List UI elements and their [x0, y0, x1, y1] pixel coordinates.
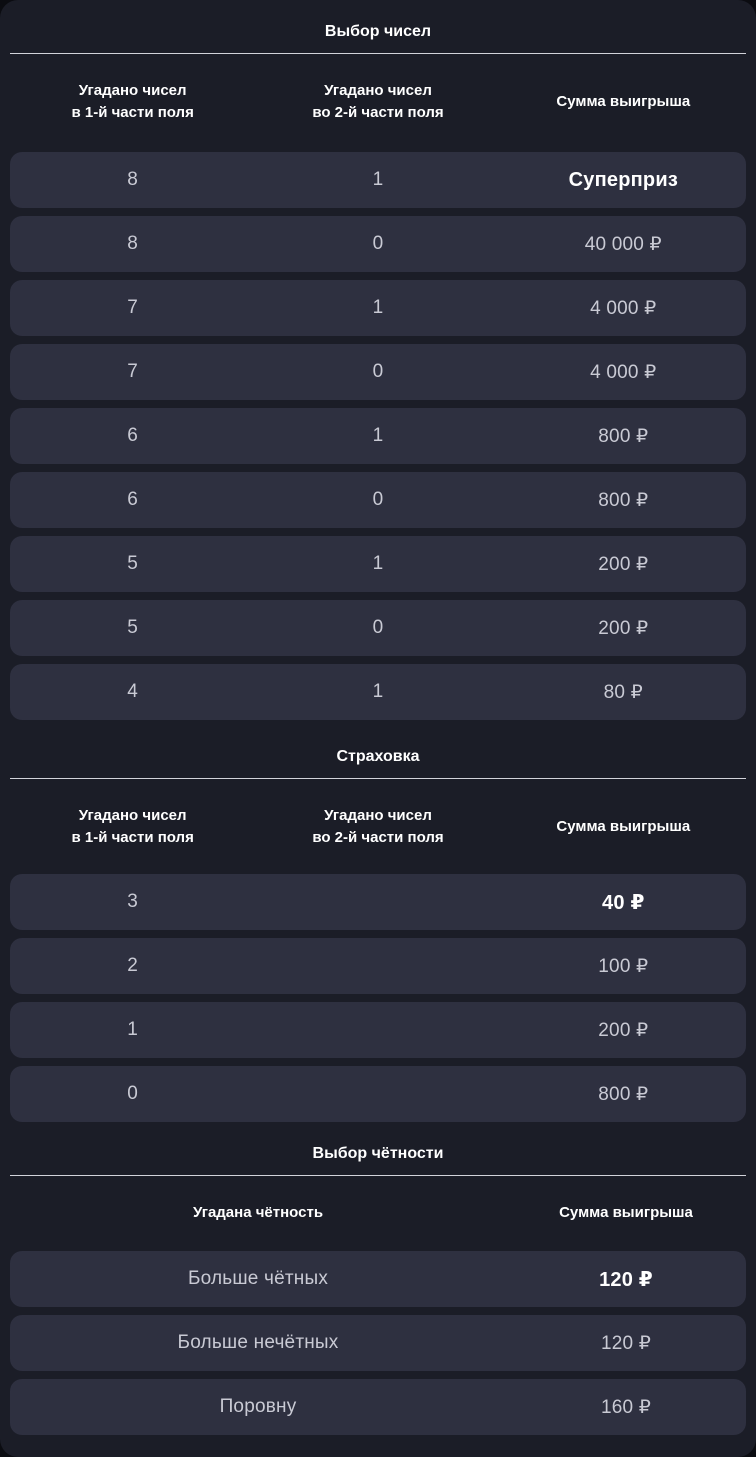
table-row: 1 200 ₽ — [10, 1002, 746, 1058]
prize-amount: 4 000 ₽ — [590, 297, 657, 319]
matched-second-field-value: 1 — [372, 297, 384, 318]
matched-first-field-value: 4 — [127, 681, 139, 702]
matched-first-field-value: 6 — [127, 489, 139, 510]
table-row: 6 0 800 ₽ — [10, 472, 746, 528]
parity-label: Больше чётных — [187, 1268, 329, 1289]
section-title: Выбор чисел — [324, 23, 432, 40]
matched-second-field-value: 1 — [372, 425, 384, 446]
matched-second-field-value: 0 — [372, 489, 384, 510]
column-header-second-field: Угадано чисел во 2-й части поля — [312, 807, 444, 846]
matched-first-field-value: 1 — [127, 1019, 139, 1040]
section-parity-choice: Выбор чётности Угадана чётность Сумма вы… — [0, 1145, 756, 1435]
prize-amount: 40 ₽ — [602, 891, 645, 914]
table-row: 7 1 4 000 ₽ — [10, 280, 746, 336]
prize-amount: 80 ₽ — [603, 681, 643, 703]
matched-second-field-value: 0 — [372, 617, 384, 638]
column-header-prize: Сумма выигрыша — [559, 1204, 693, 1221]
prize-amount: 800 ₽ — [598, 425, 649, 447]
table-row: 4 1 80 ₽ — [10, 664, 746, 720]
table-row: 7 0 4 000 ₽ — [10, 344, 746, 400]
table-row: 8 0 40 000 ₽ — [10, 216, 746, 272]
prize-amount: Суперприз — [568, 168, 678, 191]
table-row: 0 800 ₽ — [10, 1066, 746, 1122]
column-header-parity: Угадана чётность — [192, 1204, 324, 1221]
divider — [10, 778, 746, 779]
prize-amount: 40 000 ₽ — [584, 233, 662, 255]
matched-second-field-value: 1 — [372, 681, 384, 702]
prize-amount: 200 ₽ — [598, 1019, 649, 1041]
table-header: Угадано чисел в 1-й части поля Угадано ч… — [10, 805, 746, 849]
section-number-choice: Выбор чисел Угадано чисел в 1-й части по… — [0, 23, 756, 720]
prize-amount: 800 ₽ — [598, 489, 649, 511]
matched-first-field-value: 6 — [127, 425, 139, 446]
prize-amount: 800 ₽ — [598, 1083, 649, 1105]
table-row: Поровну 160 ₽ — [10, 1379, 746, 1435]
prize-amount: 160 ₽ — [600, 1396, 652, 1418]
section-title: Выбор чётности — [312, 1145, 444, 1162]
matched-second-field-value: 1 — [372, 169, 384, 190]
section-title: Страховка — [336, 748, 420, 765]
matched-first-field-value: 5 — [127, 617, 139, 638]
matched-first-field-value: 2 — [127, 955, 139, 976]
prize-amount: 200 ₽ — [598, 553, 649, 575]
table-row: 8 1 Суперприз — [10, 152, 746, 208]
prize-amount: 100 ₽ — [598, 955, 649, 977]
matched-second-field-value: 0 — [372, 361, 384, 382]
column-header-second-field: Угадано чисел во 2-й части поля — [312, 82, 444, 121]
matched-second-field-value: 0 — [372, 233, 384, 254]
section-insurance: Страховка Угадано чисел в 1-й части поля… — [0, 748, 756, 1122]
prize-amount: 120 ₽ — [600, 1332, 652, 1354]
matched-first-field-value: 3 — [127, 891, 139, 912]
table-row: 3 40 ₽ — [10, 874, 746, 930]
prize-amount: 200 ₽ — [598, 617, 649, 639]
table-body: Больше чётных 120 ₽ Больше нечётных 120 … — [10, 1251, 746, 1435]
table-row: 2 100 ₽ — [10, 938, 746, 994]
prize-amount: 4 000 ₽ — [590, 361, 657, 383]
matched-first-field-value: 0 — [127, 1083, 139, 1104]
table-body: 3 40 ₽ 2 100 ₽ 1 200 ₽ 0 800 ₽ — [10, 874, 746, 1122]
divider — [10, 1175, 746, 1176]
column-header-prize: Сумма выигрыша — [556, 93, 691, 110]
matched-first-field-value: 8 — [127, 233, 139, 254]
matched-second-field-value: 1 — [372, 553, 384, 574]
table-row: Больше нечётных 120 ₽ — [10, 1315, 746, 1371]
column-header-prize: Сумма выигрыша — [556, 818, 691, 835]
divider — [10, 53, 746, 54]
parity-label: Больше нечётных — [177, 1332, 339, 1353]
matched-first-field-value: 8 — [127, 169, 139, 190]
matched-first-field-value: 7 — [127, 361, 139, 382]
column-header-first-field: Угадано чисел в 1-й части поля — [71, 82, 194, 121]
column-header-first-field: Угадано чисел в 1-й части поля — [71, 807, 194, 846]
matched-first-field-value: 5 — [127, 553, 139, 574]
table-row: Больше чётных 120 ₽ — [10, 1251, 746, 1307]
table-header: Угадана чётность Сумма выигрыша — [10, 1202, 746, 1224]
table-row: 6 1 800 ₽ — [10, 408, 746, 464]
table-header: Угадано чисел в 1-й части поля Угадано ч… — [10, 80, 746, 124]
table-body: 8 1 Суперприз 8 0 40 000 ₽ 7 1 4 000 ₽ 7… — [10, 152, 746, 720]
table-row: 5 0 200 ₽ — [10, 600, 746, 656]
prize-amount: 120 ₽ — [599, 1268, 653, 1291]
parity-label: Поровну — [219, 1396, 297, 1417]
matched-first-field-value: 7 — [127, 297, 139, 318]
table-row: 5 1 200 ₽ — [10, 536, 746, 592]
